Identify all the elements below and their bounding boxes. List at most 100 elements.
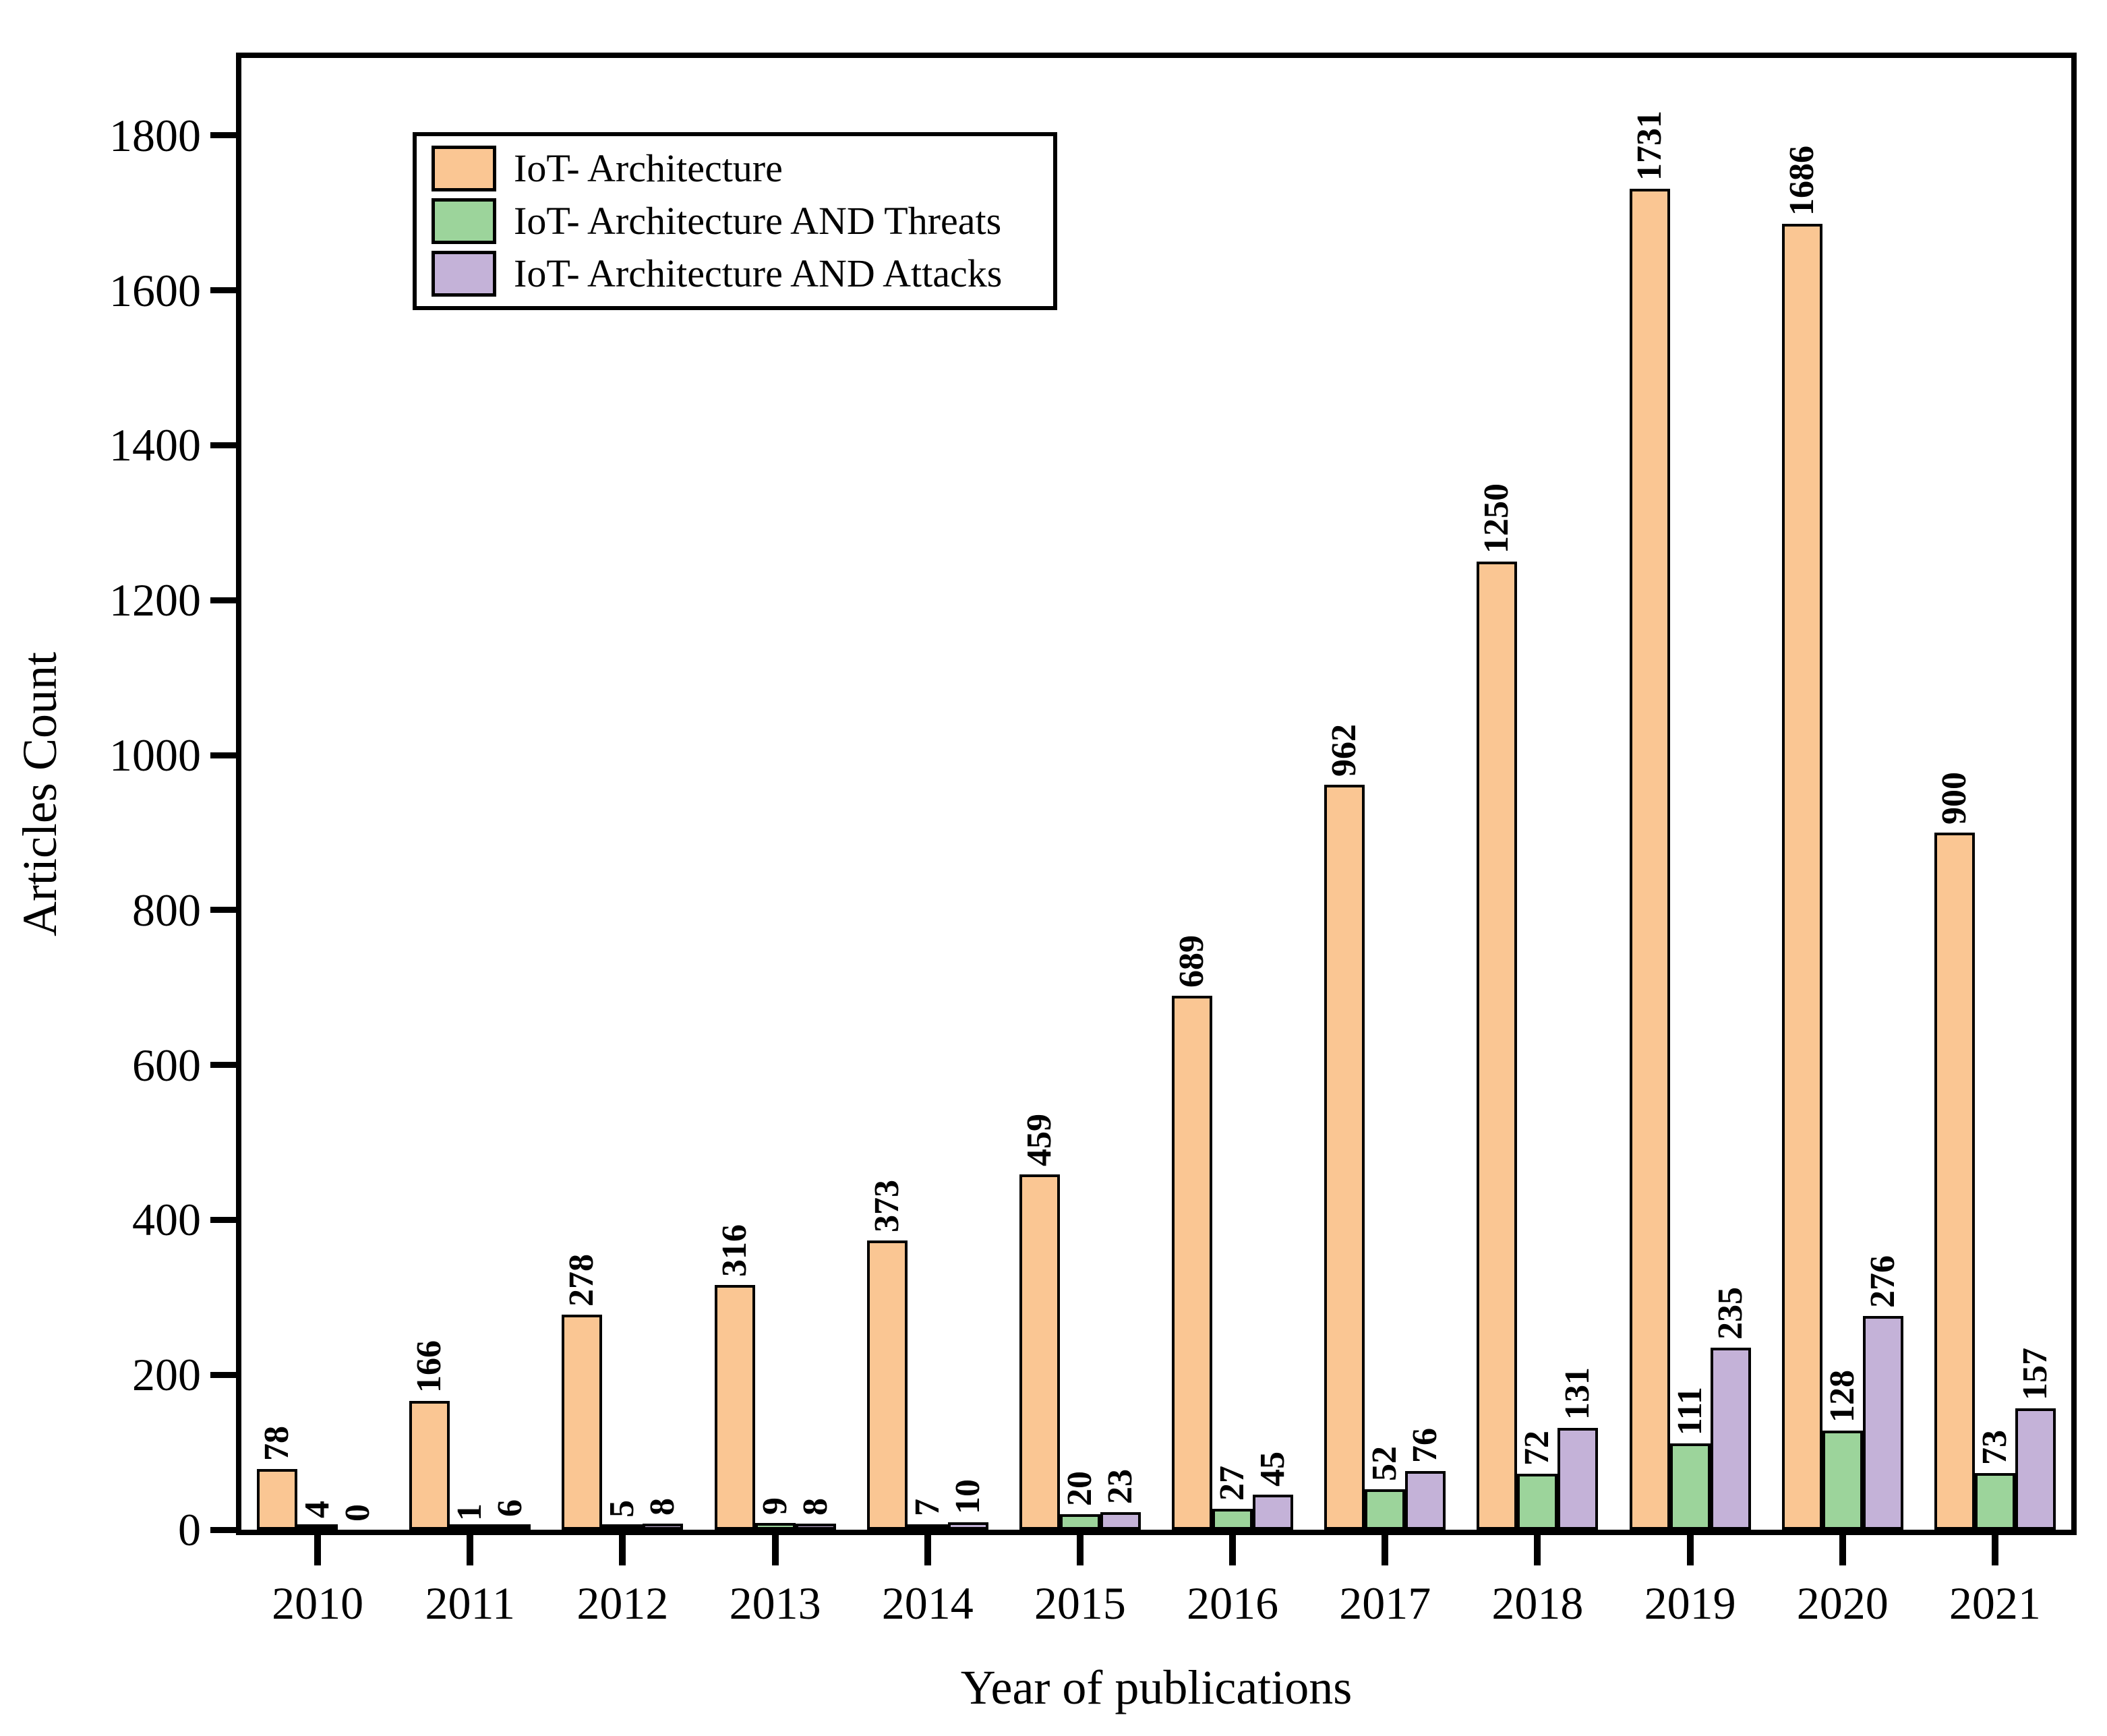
x-tick-2014 [924, 1535, 931, 1565]
bar-2017-series3 [1405, 1471, 1446, 1530]
y-tick-200 [210, 1371, 236, 1378]
x-tick-label-2018: 2018 [1491, 1578, 1584, 1629]
bar-value-label-2012-series3: 8 [643, 1498, 682, 1516]
bar-value-label-2016-series2: 27 [1213, 1466, 1252, 1501]
x-tick-label-2013: 2013 [729, 1578, 821, 1629]
bar-value-label-2014-series1: 373 [867, 1180, 906, 1232]
y-tick-600 [210, 1062, 236, 1069]
bar-2020-series2 [1822, 1431, 1863, 1530]
bar-2018-series2 [1517, 1474, 1558, 1530]
legend: IoT- Architecture IoT- Architecture AND T… [413, 132, 1057, 310]
bar-2019-series2 [1669, 1443, 1711, 1530]
x-tick-2020 [1839, 1535, 1846, 1565]
bar-value-label-2021-series3: 157 [2015, 1348, 2054, 1400]
bar-2018-series3 [1557, 1428, 1599, 1530]
bar-2012-series3 [643, 1524, 684, 1530]
bar-2021-series2 [1974, 1473, 2015, 1530]
bar-value-label-2018-series2: 72 [1518, 1431, 1557, 1466]
bar-2012-series1 [562, 1315, 603, 1530]
bar-2012-series2 [602, 1524, 643, 1530]
bar-2019-series1 [1629, 189, 1670, 1530]
bar-2016-series2 [1212, 1509, 1253, 1530]
x-tick-2018 [1534, 1535, 1541, 1565]
bar-2013-series3 [795, 1524, 836, 1530]
bar-2011-series1 [409, 1401, 450, 1530]
bar-value-label-2018-series3: 131 [1558, 1367, 1597, 1420]
bar-2020-series3 [1862, 1316, 1903, 1530]
y-tick-800 [210, 907, 236, 914]
legend-swatch-2 [432, 198, 496, 244]
legend-label-1: IoT- Architecture [514, 146, 783, 190]
bar-2017-series2 [1365, 1489, 1406, 1530]
bar-2011-series3 [490, 1524, 531, 1530]
bar-2013-series1 [714, 1285, 755, 1530]
x-tick-label-2019: 2019 [1644, 1578, 1736, 1629]
bar-value-label-2021-series2: 73 [1975, 1430, 2014, 1465]
legend-swatch-1 [432, 146, 496, 191]
bar-2013-series2 [754, 1523, 796, 1530]
bar-value-label-2016-series3: 45 [1253, 1451, 1293, 1487]
y-tick-label-400: 400 [132, 1194, 201, 1246]
bar-value-label-2019-series1: 1731 [1630, 111, 1669, 181]
bar-value-label-2013-series1: 316 [715, 1224, 754, 1277]
bar-value-label-2013-series2: 9 [755, 1497, 794, 1515]
y-tick-label-800: 800 [132, 884, 201, 936]
x-tick-label-2021: 2021 [1949, 1578, 2041, 1629]
bar-value-label-2012-series2: 5 [603, 1500, 642, 1518]
bar-2020-series1 [1781, 224, 1822, 1530]
legend-label-2: IoT- Architecture AND Threats [514, 199, 1002, 243]
bar-2010-series2 [297, 1524, 338, 1530]
bar-value-label-2019-series2: 111 [1670, 1386, 1709, 1435]
bar-value-label-2010-series1: 78 [258, 1426, 297, 1461]
y-tick-1600 [210, 287, 236, 294]
bar-value-label-2018-series1: 1250 [1477, 483, 1516, 553]
bar-2021-series1 [1934, 833, 1975, 1530]
bar-2018-series1 [1477, 562, 1518, 1530]
x-tick-2013 [771, 1535, 779, 1565]
bar-value-label-2020-series2: 128 [1822, 1370, 1862, 1423]
bar-value-label-2020-series1: 1686 [1782, 146, 1821, 216]
bar-2015-series1 [1019, 1174, 1060, 1530]
bar-2010-series1 [257, 1469, 298, 1530]
x-tick-label-2016: 2016 [1187, 1578, 1279, 1629]
y-tick-1400 [210, 442, 236, 448]
bar-2016-series3 [1253, 1495, 1294, 1530]
bar-value-label-2019-series3: 235 [1711, 1287, 1750, 1340]
bar-value-label-2010-series2: 4 [298, 1501, 337, 1518]
y-tick-label-1200: 1200 [109, 574, 201, 626]
x-tick-2011 [467, 1535, 474, 1565]
bar-value-label-2015-series2: 20 [1060, 1471, 1099, 1506]
x-axis-title: Year of publications [960, 1660, 1353, 1714]
bar-2014-series2 [907, 1524, 948, 1530]
x-tick-2012 [619, 1535, 626, 1565]
bar-2021-series3 [2015, 1408, 2056, 1530]
x-tick-label-2020: 2020 [1796, 1578, 1889, 1629]
x-tick-2021 [1991, 1535, 1998, 1565]
bar-2015-series2 [1059, 1514, 1100, 1530]
bar-value-label-2017-series1: 962 [1325, 724, 1364, 777]
bar-2014-series3 [947, 1522, 988, 1530]
bar-2016-series1 [1172, 996, 1213, 1530]
y-tick-1200 [210, 597, 236, 603]
bar-2014-series1 [866, 1240, 908, 1530]
y-tick-label-1000: 1000 [109, 729, 201, 781]
x-tick-label-2010: 2010 [272, 1578, 364, 1629]
bar-2019-series3 [1710, 1348, 1751, 1530]
x-tick-label-2012: 2012 [576, 1578, 669, 1629]
y-tick-label-200: 200 [132, 1349, 201, 1401]
x-tick-2010 [314, 1535, 322, 1565]
y-tick-label-0: 0 [178, 1504, 201, 1555]
y-tick-0 [210, 1526, 236, 1533]
y-tick-1000 [210, 752, 236, 758]
bar-value-label-2017-series2: 52 [1365, 1446, 1404, 1481]
x-tick-label-2014: 2014 [881, 1578, 974, 1629]
x-tick-2017 [1382, 1535, 1389, 1565]
bar-value-label-2021-series1: 900 [1934, 772, 1974, 825]
x-tick-2015 [1076, 1535, 1084, 1565]
bar-value-label-2011-series3: 6 [491, 1499, 530, 1517]
bar-value-label-2020-series3: 276 [1863, 1255, 1902, 1308]
x-tick-label-2015: 2015 [1034, 1578, 1126, 1629]
legend-row-2: IoT- Architecture AND Threats [432, 198, 1041, 244]
bar-value-label-2011-series2: 1 [450, 1503, 489, 1521]
y-axis-title: Articles Count [13, 652, 67, 936]
